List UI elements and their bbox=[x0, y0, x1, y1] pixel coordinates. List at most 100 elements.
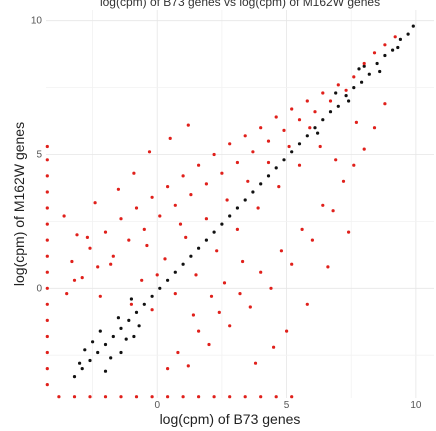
data-points bbox=[45, 24, 415, 399]
data-point bbox=[222, 281, 227, 285]
data-point bbox=[274, 115, 278, 119]
data-point bbox=[80, 367, 84, 371]
data-point bbox=[212, 395, 216, 399]
data-point bbox=[228, 214, 232, 218]
data-point bbox=[383, 43, 387, 47]
data-point bbox=[290, 107, 294, 111]
data-point bbox=[259, 126, 263, 130]
data-point bbox=[45, 174, 49, 178]
data-point bbox=[176, 350, 180, 355]
data-point bbox=[204, 217, 208, 221]
data-point bbox=[62, 214, 66, 218]
data-point bbox=[119, 350, 123, 355]
data-point bbox=[45, 350, 49, 355]
data-point bbox=[235, 206, 239, 210]
data-point bbox=[217, 310, 221, 314]
data-point bbox=[367, 72, 371, 76]
data-point bbox=[375, 61, 379, 66]
data-point bbox=[347, 230, 351, 234]
chart-title: log(cpm) of B73 genes vs log(cpm) of M16… bbox=[100, 0, 380, 9]
y-axis-label: log(cpm) of M162W genes bbox=[11, 122, 27, 286]
data-point bbox=[72, 395, 77, 399]
data-point bbox=[83, 348, 87, 352]
data-point bbox=[282, 128, 286, 132]
data-point bbox=[228, 395, 232, 399]
data-point bbox=[103, 395, 108, 399]
data-point bbox=[88, 395, 92, 399]
data-point bbox=[290, 262, 294, 266]
data-point bbox=[150, 395, 154, 399]
data-point bbox=[181, 174, 185, 178]
data-point bbox=[119, 326, 123, 330]
data-point bbox=[253, 361, 258, 365]
data-point bbox=[197, 246, 201, 250]
data-point bbox=[45, 367, 49, 371]
data-point bbox=[186, 123, 190, 127]
data-point bbox=[45, 190, 49, 194]
data-point bbox=[75, 233, 79, 237]
data-point bbox=[378, 69, 382, 74]
data-point bbox=[184, 235, 188, 239]
data-point bbox=[259, 395, 263, 399]
data-point bbox=[45, 318, 49, 322]
data-point bbox=[243, 198, 247, 202]
data-point bbox=[266, 174, 271, 178]
data-point bbox=[344, 94, 348, 98]
data-point bbox=[197, 329, 201, 333]
data-point bbox=[362, 61, 366, 66]
data-point bbox=[134, 310, 139, 314]
data-point bbox=[45, 302, 49, 306]
data-point bbox=[285, 329, 289, 333]
data-point bbox=[272, 345, 276, 349]
data-point bbox=[297, 118, 302, 122]
data-point bbox=[116, 316, 120, 320]
data-point bbox=[204, 182, 208, 186]
data-point bbox=[78, 361, 82, 365]
data-point bbox=[336, 83, 340, 87]
data-point bbox=[57, 395, 61, 399]
data-point bbox=[150, 195, 154, 199]
data-point bbox=[372, 126, 377, 130]
data-point bbox=[209, 294, 214, 298]
data-point bbox=[347, 99, 351, 103]
data-point bbox=[321, 118, 325, 122]
data-point bbox=[158, 286, 162, 290]
data-point bbox=[88, 358, 92, 363]
data-point bbox=[103, 230, 108, 234]
data-point bbox=[241, 259, 245, 264]
data-point bbox=[406, 32, 410, 36]
data-point bbox=[166, 395, 170, 399]
data-point bbox=[88, 246, 92, 250]
data-point bbox=[45, 383, 49, 387]
data-point bbox=[383, 102, 387, 106]
data-point bbox=[274, 166, 278, 170]
data-point bbox=[163, 257, 167, 261]
data-point bbox=[96, 265, 100, 269]
x-tick-label: 0 bbox=[154, 400, 160, 411]
data-point bbox=[173, 292, 177, 296]
data-point bbox=[147, 150, 152, 154]
data-point bbox=[238, 292, 242, 296]
data-point bbox=[140, 278, 144, 282]
plot-panel bbox=[46, 10, 434, 398]
y-tick-label: 10 bbox=[31, 16, 43, 27]
data-point bbox=[166, 367, 170, 371]
data-point bbox=[235, 160, 239, 165]
data-point bbox=[45, 270, 49, 274]
data-point bbox=[305, 134, 309, 138]
data-point bbox=[235, 227, 239, 231]
data-point bbox=[362, 64, 366, 68]
data-point bbox=[248, 305, 252, 309]
data-point bbox=[72, 375, 77, 379]
data-point bbox=[328, 99, 333, 103]
data-point bbox=[212, 230, 216, 234]
data-point bbox=[328, 110, 333, 114]
data-point bbox=[411, 24, 415, 28]
data-point bbox=[266, 139, 271, 143]
data-point bbox=[173, 270, 177, 274]
data-point bbox=[259, 182, 263, 186]
data-point bbox=[191, 313, 195, 317]
data-point bbox=[103, 369, 108, 373]
data-point bbox=[336, 104, 340, 108]
data-point bbox=[277, 185, 281, 189]
